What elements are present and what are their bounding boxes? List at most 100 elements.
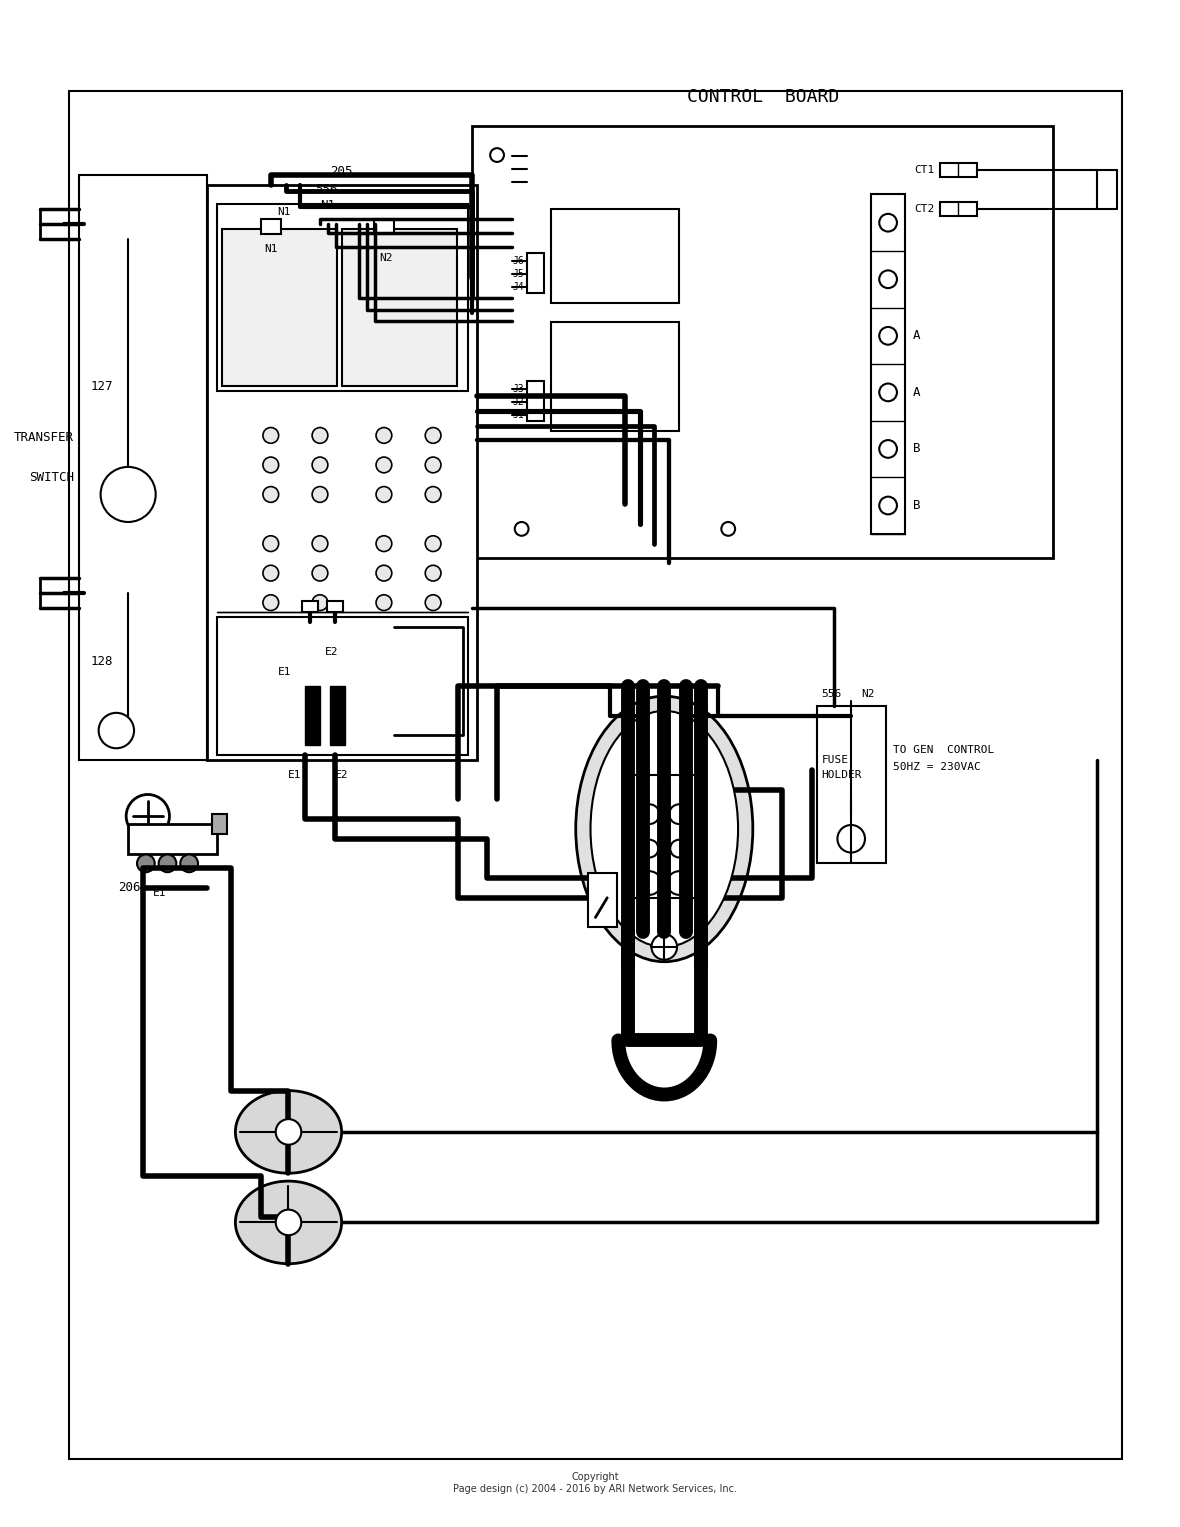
Text: N1: N1 [277, 208, 291, 217]
Bar [217, 205, 467, 391]
Text: E2: E2 [335, 770, 348, 780]
Circle shape [100, 467, 156, 522]
Bar [939, 163, 977, 177]
Circle shape [879, 327, 897, 345]
Text: TO GEN  CONTROL: TO GEN CONTROL [893, 745, 995, 756]
Circle shape [838, 825, 865, 852]
Circle shape [181, 855, 198, 872]
Bar [817, 705, 886, 863]
Bar [551, 322, 678, 431]
Circle shape [158, 855, 176, 872]
Bar [261, 218, 281, 234]
Text: E1: E1 [288, 770, 301, 780]
Circle shape [514, 522, 529, 536]
Circle shape [376, 428, 392, 443]
Text: CT2: CT2 [914, 205, 935, 214]
Circle shape [312, 596, 328, 611]
Text: N2: N2 [861, 689, 874, 699]
Text: J6: J6 [513, 257, 525, 266]
Circle shape [670, 840, 688, 858]
Text: E1: E1 [277, 666, 291, 676]
Text: J4: J4 [513, 282, 525, 292]
Bar [374, 218, 394, 234]
Circle shape [263, 536, 278, 551]
Text: 556: 556 [315, 183, 337, 195]
Bar [79, 174, 206, 760]
Text: A: A [913, 330, 920, 342]
Circle shape [276, 1119, 301, 1145]
Bar [330, 686, 345, 745]
Circle shape [263, 565, 278, 580]
Circle shape [263, 457, 278, 473]
Circle shape [263, 596, 278, 611]
Text: 127: 127 [91, 380, 113, 392]
Circle shape [879, 440, 897, 458]
Circle shape [425, 565, 441, 580]
Circle shape [425, 457, 441, 473]
Text: ARI PartStream: ARI PartStream [517, 760, 674, 780]
Circle shape [425, 596, 441, 611]
Bar [222, 229, 336, 386]
Bar [302, 600, 317, 612]
Bar [588, 873, 617, 927]
Circle shape [376, 536, 392, 551]
Circle shape [263, 487, 278, 502]
Circle shape [126, 794, 170, 838]
Text: 556: 556 [821, 689, 843, 699]
Text: TRANSFER: TRANSFER [14, 432, 74, 444]
Text: CT1: CT1 [914, 165, 935, 174]
Circle shape [137, 855, 155, 872]
Bar [327, 600, 342, 612]
Text: N1: N1 [320, 199, 335, 212]
Text: HOLDER: HOLDER [821, 770, 863, 780]
Bar [939, 202, 977, 215]
Circle shape [263, 428, 278, 443]
Circle shape [879, 214, 897, 232]
Text: 50HZ = 230VAC: 50HZ = 230VAC [893, 762, 982, 773]
Ellipse shape [235, 1090, 342, 1173]
Circle shape [879, 496, 897, 515]
Bar [551, 209, 678, 302]
Circle shape [637, 872, 661, 895]
Text: CONTROL  BOARD: CONTROL BOARD [687, 89, 839, 105]
Text: E1: E1 [152, 887, 166, 898]
Circle shape [425, 428, 441, 443]
Bar [211, 814, 227, 834]
Bar [342, 229, 457, 386]
Text: A: A [913, 386, 920, 399]
Text: N2: N2 [379, 253, 393, 263]
Bar [526, 382, 544, 420]
Text: 205: 205 [330, 165, 353, 179]
Bar [627, 774, 702, 898]
Text: Copyright
Page design (c) 2004 - 2016 by ARI Network Services, Inc.: Copyright Page design (c) 2004 - 2016 by… [453, 1472, 738, 1493]
Bar [206, 185, 478, 760]
Bar [129, 825, 217, 854]
Circle shape [425, 536, 441, 551]
Ellipse shape [590, 712, 738, 947]
Text: FUSE: FUSE [821, 754, 848, 765]
Bar [526, 253, 544, 293]
Text: B: B [913, 499, 920, 512]
Text: J2: J2 [513, 397, 525, 408]
Text: J1: J1 [513, 409, 525, 420]
Circle shape [312, 457, 328, 473]
Circle shape [376, 487, 392, 502]
Circle shape [879, 383, 897, 402]
Text: J5: J5 [513, 269, 525, 279]
Ellipse shape [235, 1180, 342, 1264]
Text: J3: J3 [513, 385, 525, 394]
Text: 206: 206 [118, 881, 140, 895]
Text: SWITCH: SWITCH [30, 470, 74, 484]
Circle shape [640, 805, 660, 825]
Circle shape [651, 935, 677, 960]
Circle shape [669, 805, 689, 825]
Bar [306, 686, 320, 745]
Circle shape [312, 487, 328, 502]
Bar [472, 125, 1053, 559]
Text: E2: E2 [324, 647, 339, 657]
Circle shape [376, 457, 392, 473]
Circle shape [490, 148, 504, 162]
Bar [871, 194, 905, 534]
Circle shape [667, 872, 690, 895]
Circle shape [641, 840, 658, 858]
